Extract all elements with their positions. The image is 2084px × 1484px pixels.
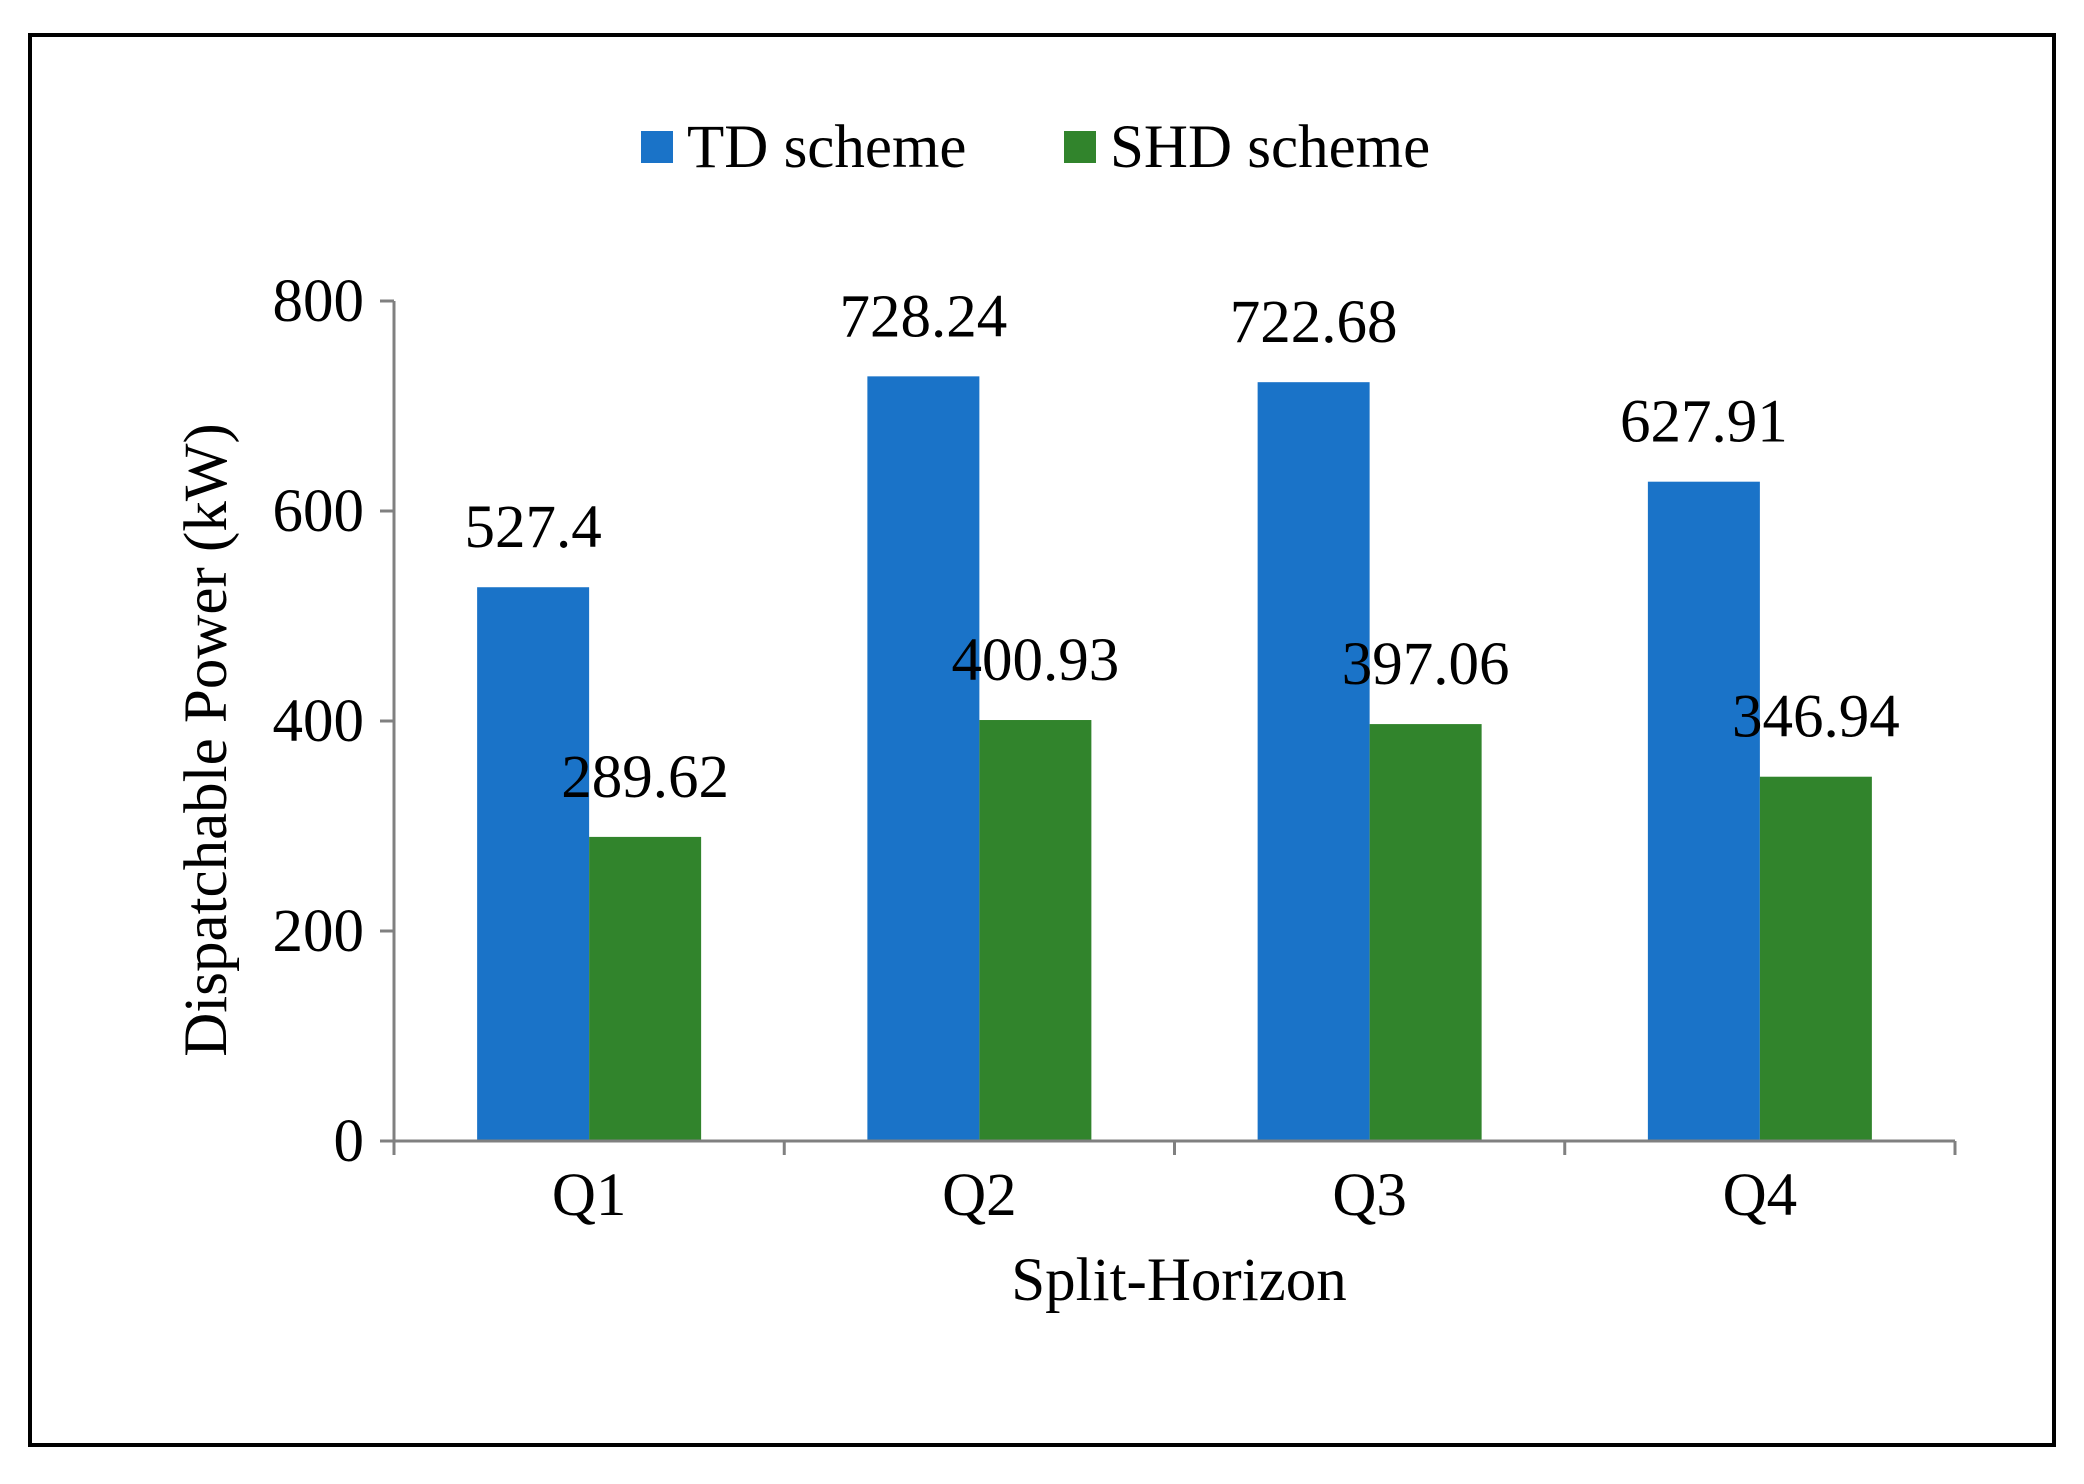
x-tick-label-q2: Q2 [942, 1162, 1017, 1229]
legend-swatch-shd-scheme [1064, 131, 1096, 163]
data-label-shd-scheme-q2: 400.93 [952, 627, 1120, 694]
data-label-td-scheme-q1: 527.4 [465, 494, 602, 561]
bars [477, 376, 1872, 1142]
y-tick-label-0: 0 [334, 1108, 365, 1175]
bar-td-scheme-q4 [1647, 481, 1760, 1142]
y-tick-label-800: 800 [273, 268, 365, 335]
bar-td-scheme-q3 [1257, 382, 1370, 1141]
data-label-td-scheme-q2: 728.24 [840, 283, 1008, 350]
bar-td-scheme-q1 [477, 587, 590, 1141]
x-tick-label-q1: Q1 [552, 1162, 627, 1229]
y-tick-label-200: 200 [273, 898, 365, 965]
y-tick-label-400: 400 [273, 688, 365, 755]
x-tick-label-q4: Q4 [1723, 1162, 1798, 1229]
data-label-td-scheme-q4: 627.91 [1620, 389, 1788, 456]
bar-shd-scheme-q2 [979, 720, 1092, 1141]
bar-shd-scheme-q4 [1759, 776, 1872, 1141]
data-label-shd-scheme-q3: 397.06 [1342, 631, 1510, 698]
bar-shd-scheme-q3 [1369, 724, 1482, 1141]
data-labels: 527.4 289.62 728.24 400.93 722.68 397.06 627.9… [465, 283, 1900, 811]
bar-shd-scheme-q1 [589, 836, 702, 1141]
y-axis-title: Dispatchable Power (kW) [173, 423, 240, 1057]
legend-label-shd-scheme: SHD scheme [1110, 114, 1430, 181]
axes: Q1 Q2 Q3 Q4 0 200 400 600 800 [273, 268, 1957, 1229]
x-axis-title: Split-Horizon [1011, 1247, 1346, 1314]
data-label-shd-scheme-q4: 346.94 [1732, 684, 1900, 751]
bar-td-scheme-q2 [867, 376, 980, 1141]
legend-swatch-td-scheme [641, 131, 673, 163]
x-tick-label-q3: Q3 [1332, 1162, 1407, 1229]
legend: TD scheme SHD scheme [641, 114, 1430, 181]
data-label-td-scheme-q3: 722.68 [1230, 289, 1398, 356]
chart-frame [28, 33, 2056, 1447]
data-label-shd-scheme-q1: 289.62 [561, 744, 729, 811]
y-tick-label-600: 600 [273, 478, 365, 545]
legend-label-td-scheme: TD scheme [687, 114, 966, 181]
